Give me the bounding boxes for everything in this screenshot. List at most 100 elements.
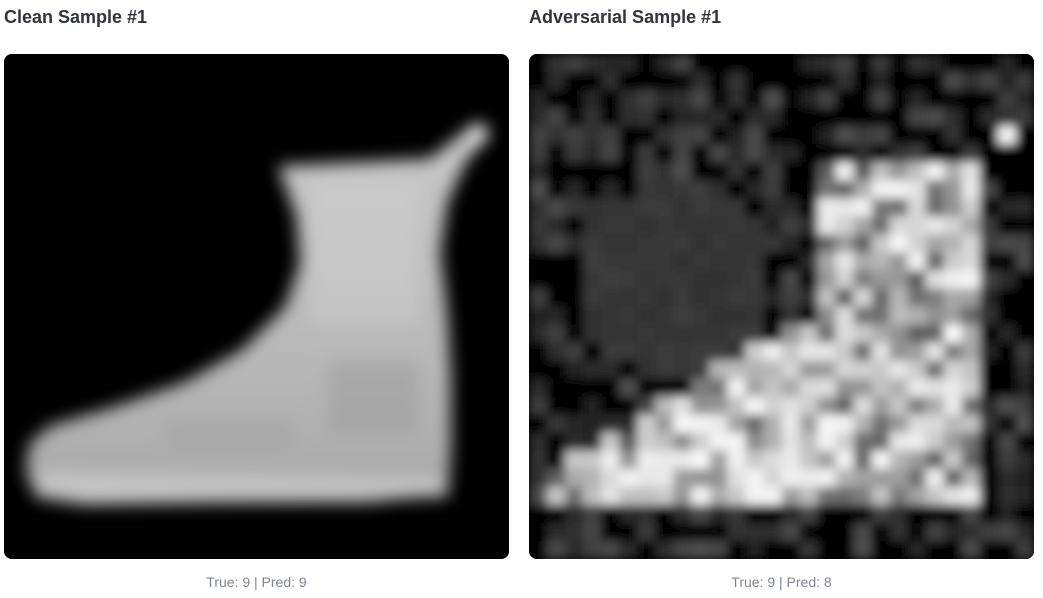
pixel-cell xyxy=(979,378,999,398)
pixel-cell xyxy=(943,72,963,91)
pixel-cell xyxy=(943,324,963,343)
pixel-cell xyxy=(997,270,1017,289)
pixel-cell xyxy=(889,360,909,380)
pixel-cell xyxy=(925,522,945,542)
pixel-cell xyxy=(745,72,764,91)
pixel-cell xyxy=(907,144,927,163)
pixel-cell xyxy=(601,216,620,235)
pixel-cell xyxy=(619,288,638,307)
pixel-cell xyxy=(727,396,746,416)
pixel-cell xyxy=(925,468,945,488)
pixel-cell xyxy=(547,306,566,325)
pixel-cell xyxy=(817,198,836,217)
pixel-cell xyxy=(871,396,891,416)
pixel-cell xyxy=(619,144,638,163)
pixel-cell xyxy=(709,162,728,181)
pixel-cell xyxy=(673,90,692,109)
pixel-cell xyxy=(979,144,999,163)
pixel-cell xyxy=(871,540,891,559)
pixel-cell xyxy=(565,126,584,145)
pixel-cell xyxy=(619,162,638,181)
pixel-cell xyxy=(997,522,1017,542)
pixel-cell xyxy=(1015,360,1034,380)
pixel-cell xyxy=(997,378,1017,398)
pixel-cell xyxy=(1015,180,1034,199)
pixel-cell xyxy=(961,216,981,235)
pixel-cell xyxy=(835,180,855,199)
pixel-cell xyxy=(709,126,728,145)
pixel-cell xyxy=(637,72,656,91)
pixel-cell xyxy=(889,216,909,235)
pixel-cell xyxy=(961,72,981,91)
pixel-cell xyxy=(709,72,728,91)
pixel-cell xyxy=(601,540,620,559)
pixel-cell xyxy=(943,198,963,217)
pixel-cell xyxy=(889,342,909,361)
pixel-cell xyxy=(799,270,818,289)
pixel-cell xyxy=(1015,144,1034,163)
pixel-cell xyxy=(799,360,818,380)
pixel-cell xyxy=(583,324,602,343)
pixel-cell xyxy=(853,306,873,325)
pixel-cell xyxy=(601,162,620,181)
pixel-cell xyxy=(799,324,818,343)
pixel-cell xyxy=(601,342,620,361)
pixel-cell xyxy=(691,126,710,145)
pixel-cell xyxy=(853,396,873,416)
pixel-cell xyxy=(709,198,728,217)
pixel-cell xyxy=(943,468,963,488)
pixel-cell xyxy=(745,126,764,145)
pixel-cell xyxy=(727,360,746,380)
clean-sample-title: Clean Sample #1 xyxy=(4,7,148,27)
pixel-cell xyxy=(619,216,638,235)
pixel-cell xyxy=(997,126,1017,145)
pixel-cell xyxy=(835,126,855,145)
pixel-cell xyxy=(637,360,656,380)
pixel-cell xyxy=(817,252,836,271)
pixel-cell xyxy=(871,162,891,181)
pixel-cell xyxy=(691,324,710,343)
pixel-cell xyxy=(547,522,566,542)
pixel-cell xyxy=(565,504,584,524)
pixel-cell xyxy=(871,108,891,127)
pixel-cell xyxy=(889,234,909,253)
pixel-cell xyxy=(979,432,999,452)
pixel-cell xyxy=(835,162,855,181)
pixel-cell xyxy=(1015,288,1034,307)
pixel-cell xyxy=(619,486,638,506)
pixel-cell xyxy=(799,252,818,271)
pixel-cell xyxy=(853,54,873,73)
pixel-cell xyxy=(709,432,728,452)
pixel-cell xyxy=(979,306,999,325)
pixel-cell xyxy=(943,54,963,73)
pixel-cell xyxy=(817,288,836,307)
pixel-cell xyxy=(835,504,855,524)
pixel-cell xyxy=(547,198,566,217)
pixel-cell xyxy=(547,108,566,127)
pixel-cell xyxy=(799,468,818,488)
pixel-cell xyxy=(745,90,764,109)
pixel-cell xyxy=(673,504,692,524)
pixel-cell xyxy=(547,288,566,307)
pixel-cell xyxy=(529,216,548,235)
pixel-cell xyxy=(835,72,855,91)
pixel-cell xyxy=(799,216,818,235)
pixel-cell xyxy=(583,306,602,325)
pixel-cell xyxy=(835,414,855,434)
pixel-cell xyxy=(547,270,566,289)
pixel-cell xyxy=(907,234,927,253)
pixel-cell xyxy=(781,108,800,127)
pixel-cell xyxy=(565,54,584,73)
pixel-cell xyxy=(547,90,566,109)
pixel-cell xyxy=(547,180,566,199)
pixel-cell xyxy=(619,234,638,253)
pixel-cell xyxy=(673,324,692,343)
pixel-cell xyxy=(547,432,566,452)
pixel-cell xyxy=(889,180,909,199)
pixel-cell xyxy=(565,324,584,343)
pixel-cell xyxy=(619,522,638,542)
pixel-cell xyxy=(853,180,873,199)
pixel-cell xyxy=(673,234,692,253)
pixel-cell xyxy=(997,324,1017,343)
pixel-cell xyxy=(997,90,1017,109)
